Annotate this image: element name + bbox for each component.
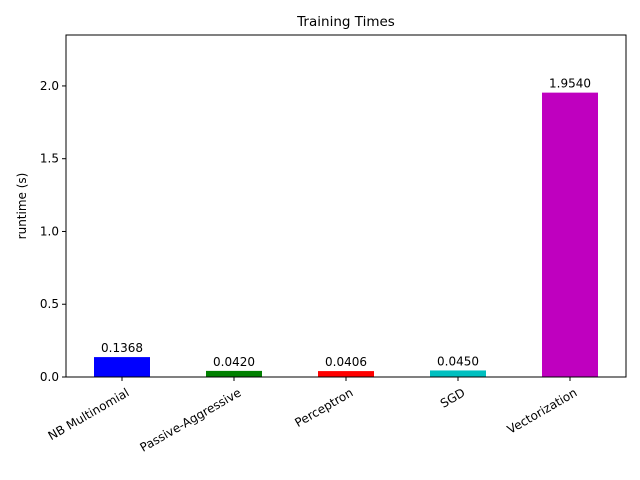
x-tick-label: NB Multinomial (46, 385, 132, 443)
x-tick-label: Perceptron (292, 385, 355, 430)
bar (206, 370, 262, 377)
y-tick-label: 0.0 (40, 370, 59, 384)
x-tick-label: Vectorization (505, 385, 580, 436)
value-label: 1.9540 (549, 77, 591, 91)
x-tick-label: SGD (438, 385, 468, 410)
y-axis-label: runtime (s) (15, 173, 29, 240)
plot-frame (65, 34, 627, 378)
y-tick-label: 2.0 (40, 79, 59, 93)
y-tick-label: 1.5 (40, 152, 59, 166)
value-label: 0.1368 (101, 341, 143, 355)
y-tick-label: 1.0 (40, 224, 59, 238)
x-tick-label: Passive-Aggressive (138, 385, 244, 454)
bar (94, 357, 150, 377)
bar (430, 370, 486, 377)
value-label: 0.0450 (437, 354, 479, 368)
value-label: 0.0406 (325, 355, 367, 369)
chart-title: Training Times (296, 14, 395, 30)
y-tick-label: 0.5 (40, 297, 59, 311)
bar (542, 92, 598, 377)
value-label: 0.0420 (213, 355, 255, 369)
bar (318, 371, 374, 377)
